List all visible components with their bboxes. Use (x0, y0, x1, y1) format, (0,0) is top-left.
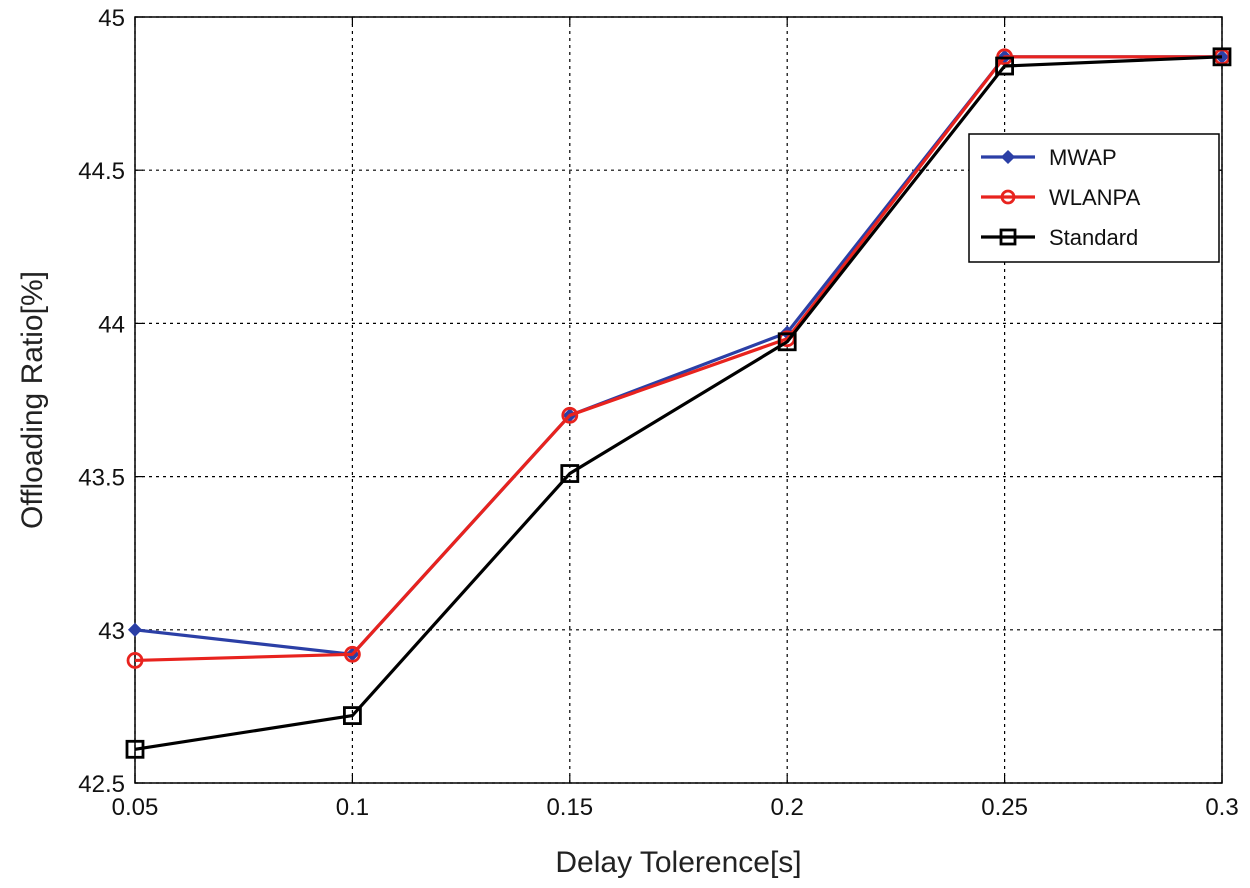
series-layer (125, 47, 1232, 759)
x-tick-label: 0.15 (546, 794, 593, 821)
data-point-marker (777, 332, 797, 352)
y-tick-label: 44.5 (78, 158, 125, 185)
x-tick-label: 0.25 (981, 794, 1028, 821)
data-point-marker (560, 464, 580, 483)
data-point-marker (999, 228, 1017, 246)
x-tick-label: 0.2 (771, 794, 804, 821)
data-point-marker (1000, 149, 1016, 165)
data-point-marker (995, 56, 1014, 76)
x-tick-label: 0.3 (1205, 794, 1238, 821)
data-point-marker (343, 645, 361, 663)
legend-label: MWAP (1049, 145, 1117, 170)
plot-frame (134, 16, 1223, 784)
y-tick-label: 44 (98, 311, 125, 338)
x-tick-label: 0.1 (336, 794, 369, 821)
legend-label: Standard (1049, 225, 1138, 250)
x-axis-title: Delay Tolerence[s] (555, 846, 801, 879)
y-tick-label: 45 (98, 5, 125, 32)
series-line (134, 55, 1223, 751)
legend-label: WLANPA (1049, 185, 1141, 210)
data-point-marker (126, 652, 144, 669)
legend-item-mwap: MWAP (981, 145, 1117, 170)
y-tick-label: 43.5 (78, 465, 125, 492)
y-tick-label: 42.5 (78, 771, 125, 798)
legend: MWAP WLANPA Standard (968, 133, 1220, 263)
legend-item-standard: Standard (981, 225, 1138, 250)
legend-item-wlanpa: WLANPA (981, 185, 1141, 210)
data-point-marker (1212, 47, 1232, 67)
data-point-marker (127, 622, 143, 637)
data-point-marker (125, 739, 145, 759)
axis-ticks: 0.05 0.1 0.15 0.2 0.25 0.3 42.5 43 43.5 44 44.5 45 (78, 5, 1238, 821)
data-point-marker (342, 706, 362, 725)
series-standard (125, 47, 1232, 759)
data-point-marker (1000, 189, 1016, 205)
y-axis-title: Offloading Ratio[%] (16, 271, 49, 529)
y-tick-label: 43 (98, 618, 125, 645)
data-point-marker (561, 406, 579, 424)
series-line (134, 55, 1222, 663)
x-tick-label: 0.05 (112, 794, 159, 821)
